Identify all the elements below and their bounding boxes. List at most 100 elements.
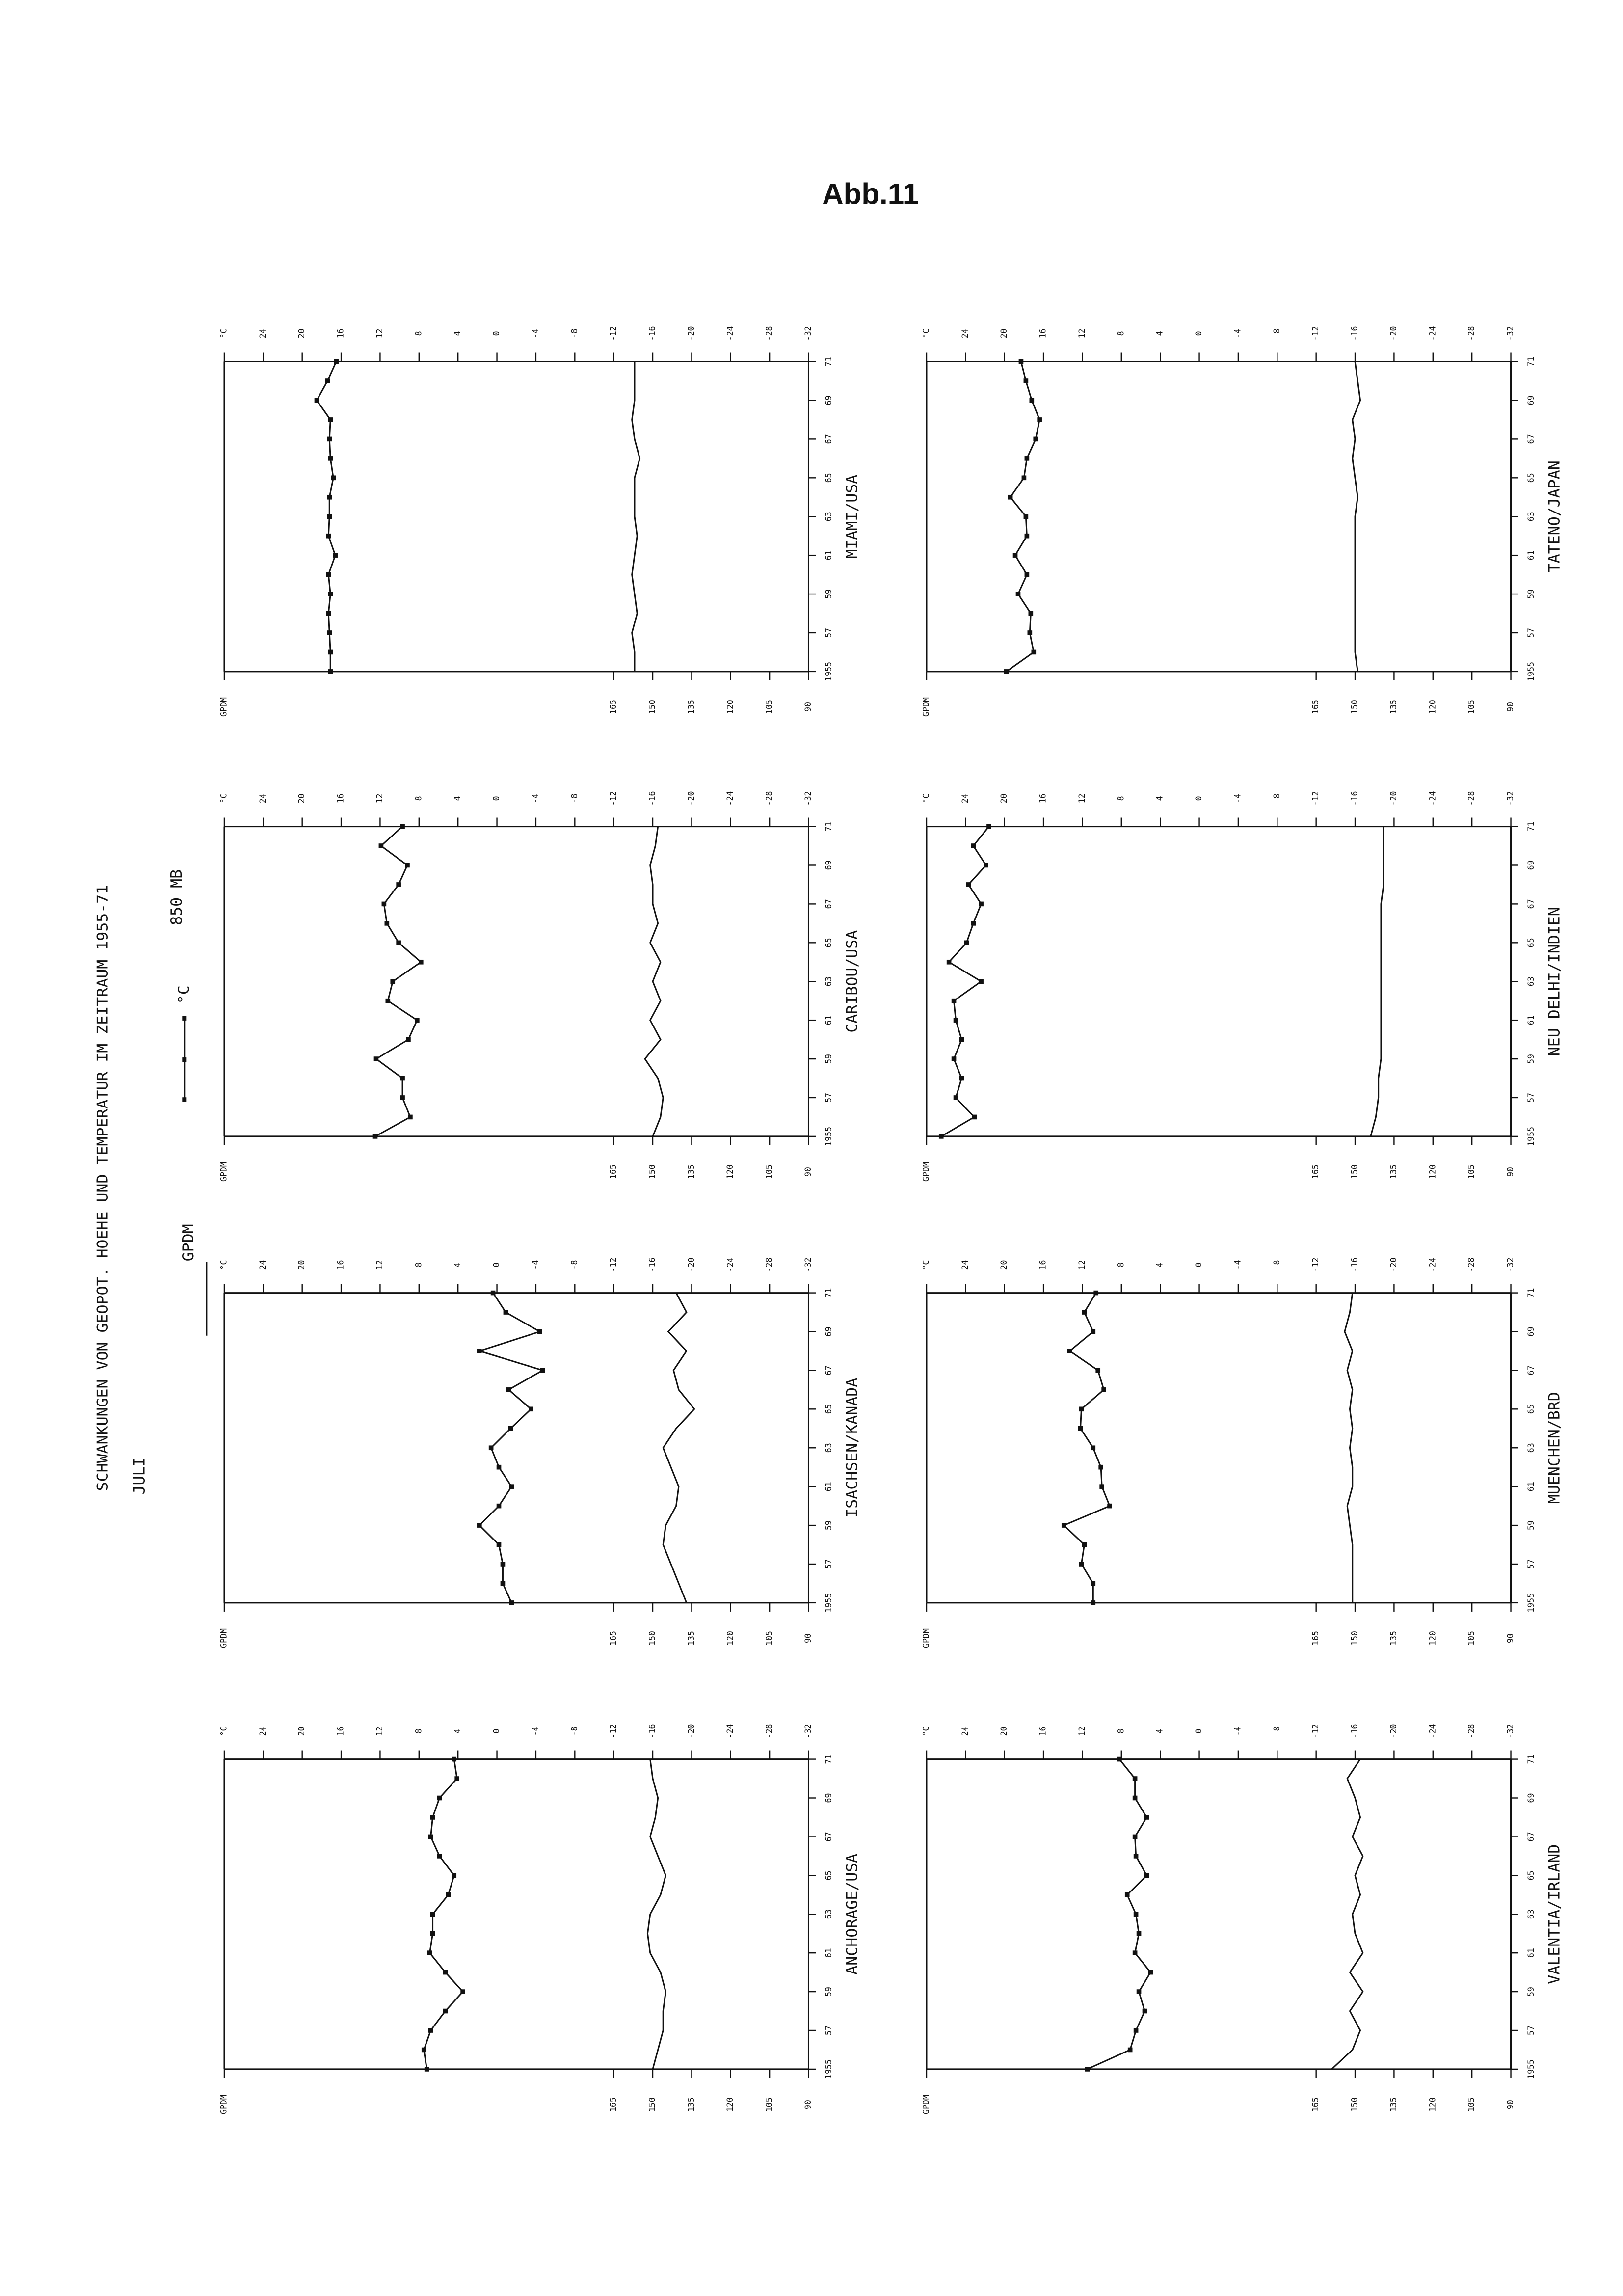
x-tick-label: 61 [824, 1015, 833, 1025]
y2-tick-label: 135 [1389, 700, 1398, 714]
y-tick-label: 0 [1194, 1262, 1203, 1267]
y2-tick-label: 120 [1428, 1164, 1437, 1179]
x-tick-label: 63 [1526, 976, 1536, 986]
data-point [1031, 649, 1037, 655]
data-point [415, 1018, 420, 1023]
x-tick-label: 59 [824, 1987, 833, 1997]
y2-tick-label: 165 [609, 1164, 618, 1179]
y-tick-label: -20 [1389, 1724, 1398, 1739]
x-tick-label: 57 [824, 1559, 833, 1569]
y2-tick-label: 105 [765, 1631, 774, 1646]
data-point [1024, 572, 1030, 577]
data-point [454, 1776, 460, 1781]
y-tick-label: -32 [803, 1258, 813, 1272]
y2-tick-label: 105 [1467, 1631, 1476, 1646]
data-point [400, 824, 405, 829]
y-tick-label: 12 [375, 793, 384, 803]
x-tick-label: 65 [824, 473, 833, 483]
data-point [428, 1834, 433, 1839]
data-point [1132, 1950, 1138, 1955]
x-tick-label: 1955 [1526, 1593, 1536, 1613]
x-tick-label: 57 [824, 628, 833, 638]
x-tick-label: 1955 [824, 1593, 833, 1613]
data-point [437, 1795, 442, 1801]
y-tick-label: -12 [1311, 1724, 1320, 1739]
y-tick-label: 24 [960, 328, 970, 338]
x-tick-label: 65 [1526, 938, 1536, 947]
data-point [537, 1329, 542, 1334]
series-line [631, 361, 641, 672]
y-tick-label: 8 [414, 331, 423, 336]
x-tick-label: 61 [1526, 1482, 1536, 1491]
data-point [971, 843, 976, 848]
x-tick-label: 71 [824, 822, 833, 832]
data-point [1101, 1387, 1106, 1392]
data-point [328, 417, 333, 422]
y2-tick-label: 105 [765, 1164, 774, 1179]
y-tick-label: 4 [453, 1729, 462, 1733]
x-tick-label: 57 [1526, 628, 1536, 638]
y-tick-label: -24 [725, 326, 735, 341]
y-tick-label: 4 [1155, 1262, 1165, 1267]
data-point [328, 592, 333, 596]
data-point [333, 553, 338, 558]
y-tick-label: 16 [336, 1260, 346, 1270]
y-tick-label: °C [921, 793, 931, 803]
y-tick-label: -28 [1467, 791, 1476, 806]
data-point [381, 901, 387, 907]
y2-tick-label: 105 [1467, 700, 1476, 714]
y2-tick-label: 90 [1506, 702, 1515, 712]
data-point [430, 1815, 435, 1820]
y-tick-label: -8 [570, 328, 579, 338]
y-tick-label: 4 [1155, 1729, 1165, 1733]
y-tick-label: -12 [609, 1724, 618, 1739]
data-point [1098, 1464, 1103, 1470]
data-point [1027, 630, 1033, 635]
data-point [986, 824, 991, 829]
data-point [500, 1562, 506, 1567]
y-tick-label: -12 [1311, 326, 1320, 341]
data-point [460, 1989, 465, 1994]
x-tick-label: 67 [824, 1365, 833, 1375]
data-point [446, 1892, 451, 1897]
data-point [327, 514, 332, 519]
y2-tick-label: 150 [648, 1631, 657, 1646]
legend-marker [182, 1057, 187, 1062]
y2-tick-label: 90 [803, 1167, 813, 1177]
y-tick-label: -24 [725, 791, 735, 806]
data-point [979, 901, 984, 907]
data-point [496, 1503, 502, 1509]
x-tick-label: 63 [824, 1909, 833, 1919]
x-tick-label: 63 [1526, 1909, 1536, 1919]
x-tick-label: 63 [824, 512, 833, 521]
x-tick-label: 61 [824, 550, 833, 560]
y-tick-label: 4 [453, 796, 462, 801]
data-point [326, 533, 331, 539]
y-tick-label: -20 [1389, 791, 1398, 806]
y2-tick-label: 165 [609, 700, 618, 714]
y-tick-label: -24 [1428, 1724, 1437, 1739]
x-tick-label: 59 [1526, 1987, 1536, 1997]
page-title: SCHWANKUNGEN VON GEOPOT. HOEHE UND TEMPE… [94, 885, 111, 1491]
series-line [646, 1759, 667, 2070]
y-tick-label: -4 [531, 1726, 540, 1736]
y-tick-label: -32 [803, 1724, 813, 1739]
data-point [951, 1056, 957, 1061]
y-tick-label: -4 [531, 328, 540, 338]
x-tick-label: 1955 [1526, 662, 1536, 681]
x-tick-label: 65 [1526, 1870, 1536, 1880]
data-point [325, 378, 330, 383]
y-tick-label: 0 [1194, 1729, 1203, 1733]
data-point [1079, 1562, 1084, 1567]
data-point [1008, 494, 1013, 500]
data-point [477, 1349, 482, 1353]
chart-title: CARIBOU/USA [844, 930, 861, 1033]
data-point [331, 475, 336, 481]
y-tick-label: -8 [1272, 1727, 1281, 1736]
x-tick-label: 59 [1526, 1520, 1536, 1530]
data-point [384, 921, 390, 926]
y-tick-label: -20 [1389, 326, 1398, 341]
legend-marker [182, 1016, 187, 1021]
x-tick-label: 67 [1526, 1365, 1536, 1375]
